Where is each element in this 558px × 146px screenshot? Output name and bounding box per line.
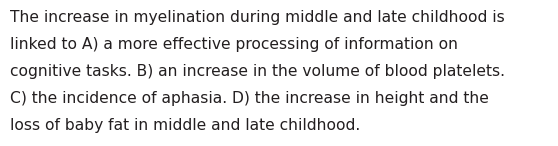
Text: C) the incidence of aphasia. D) the increase in height and the: C) the incidence of aphasia. D) the incr… (10, 91, 489, 106)
Text: linked to A) a more effective processing of information on: linked to A) a more effective processing… (10, 37, 458, 52)
Text: loss of baby fat in middle and late childhood.: loss of baby fat in middle and late chil… (10, 118, 360, 133)
Text: The increase in myelination during middle and late childhood is: The increase in myelination during middl… (10, 10, 505, 25)
Text: cognitive tasks. B) an increase in the volume of blood platelets.: cognitive tasks. B) an increase in the v… (10, 64, 505, 79)
